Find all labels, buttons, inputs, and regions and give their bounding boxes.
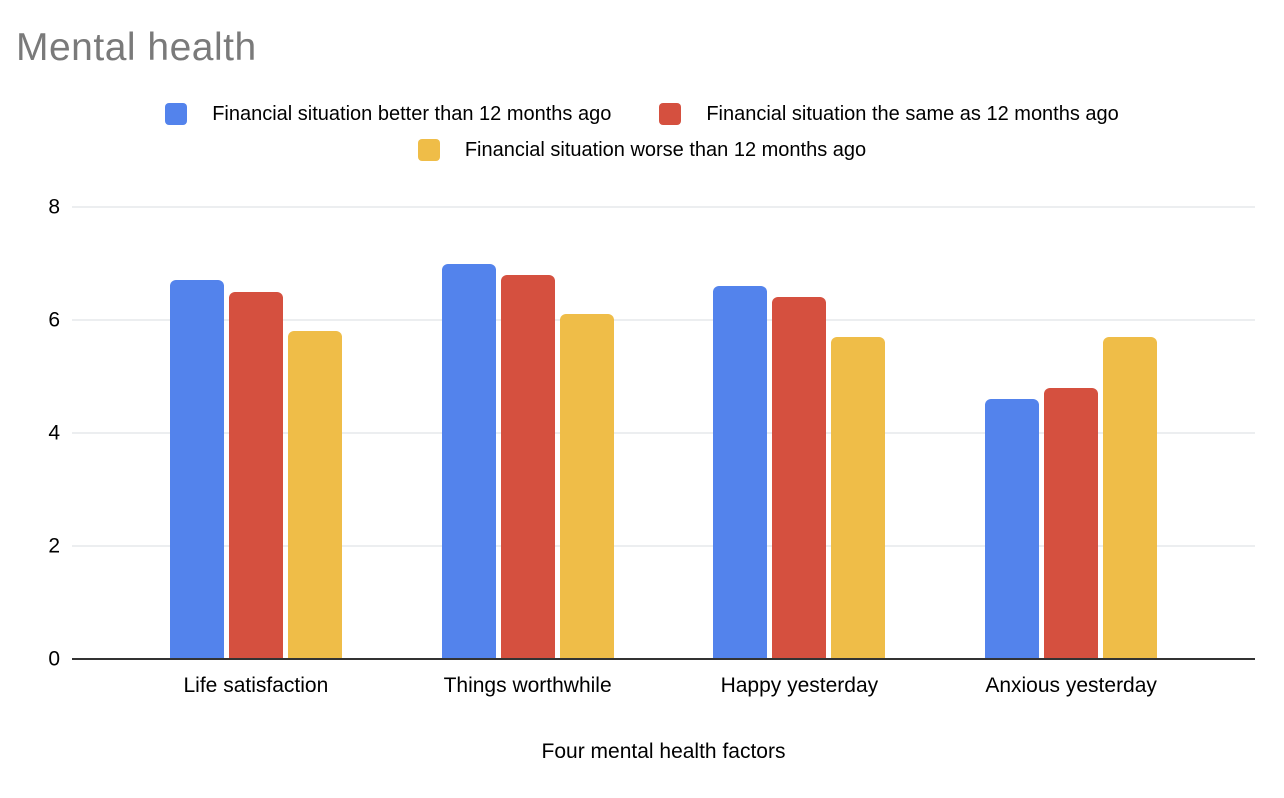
bar[interactable] bbox=[1044, 387, 1099, 659]
bar[interactable] bbox=[500, 274, 555, 659]
y-tick-label: 6 bbox=[48, 308, 60, 332]
bar-group bbox=[392, 207, 664, 659]
bar-group bbox=[664, 207, 936, 659]
bar[interactable] bbox=[772, 297, 827, 659]
legend-label: Financial situation better than 12 month… bbox=[212, 103, 612, 125]
legend-item[interactable]: Financial situation the same as 12 month… bbox=[659, 103, 1119, 125]
bar[interactable] bbox=[713, 286, 768, 659]
y-tick-label: 0 bbox=[48, 647, 60, 671]
bar[interactable] bbox=[985, 399, 1040, 659]
gridline bbox=[72, 545, 1255, 547]
x-axis-line bbox=[72, 658, 1255, 660]
x-axis-title: Four mental health factors bbox=[541, 740, 786, 763]
bar[interactable] bbox=[441, 263, 496, 659]
bar[interactable] bbox=[169, 280, 224, 659]
chart-title: Mental health bbox=[16, 26, 257, 69]
legend-label: Financial situation worse than 12 months… bbox=[464, 139, 867, 161]
x-category-label: Anxious yesterday bbox=[985, 674, 1157, 697]
bar[interactable] bbox=[559, 314, 614, 659]
gridline bbox=[72, 432, 1255, 434]
y-tick-label: 8 bbox=[48, 195, 60, 219]
plot-area bbox=[72, 206, 1255, 660]
y-axis-labels: 0 2 4 6 8 bbox=[0, 197, 62, 670]
bar[interactable] bbox=[1103, 336, 1158, 659]
gridline bbox=[72, 319, 1255, 321]
legend-swatch-icon bbox=[659, 103, 682, 125]
gridline bbox=[72, 206, 1255, 208]
y-tick-label: 4 bbox=[48, 421, 60, 445]
category-labels: Life satisfaction Things worthwhile Happy … bbox=[72, 674, 1255, 698]
bar[interactable] bbox=[228, 291, 283, 659]
plot-bands bbox=[72, 207, 1255, 659]
legend-item[interactable]: Financial situation better than 12 month… bbox=[165, 103, 611, 125]
x-category-label: Things worthwhile bbox=[443, 674, 612, 697]
bar-group bbox=[120, 207, 392, 659]
legend-swatch-icon bbox=[165, 103, 188, 125]
legend-swatch-icon bbox=[417, 139, 440, 161]
x-category-label: Happy yesterday bbox=[720, 674, 879, 697]
y-tick-label: 2 bbox=[48, 534, 60, 558]
bar-group bbox=[935, 207, 1207, 659]
legend-label: Financial situation the same as 12 month… bbox=[706, 103, 1119, 125]
legend: Financial situation better than 12 month… bbox=[30, 103, 1254, 161]
bar[interactable] bbox=[831, 336, 886, 659]
legend-item[interactable]: Financial situation worse than 12 months… bbox=[417, 139, 867, 161]
x-category-label: Life satisfaction bbox=[183, 674, 329, 697]
bar[interactable] bbox=[287, 331, 342, 659]
